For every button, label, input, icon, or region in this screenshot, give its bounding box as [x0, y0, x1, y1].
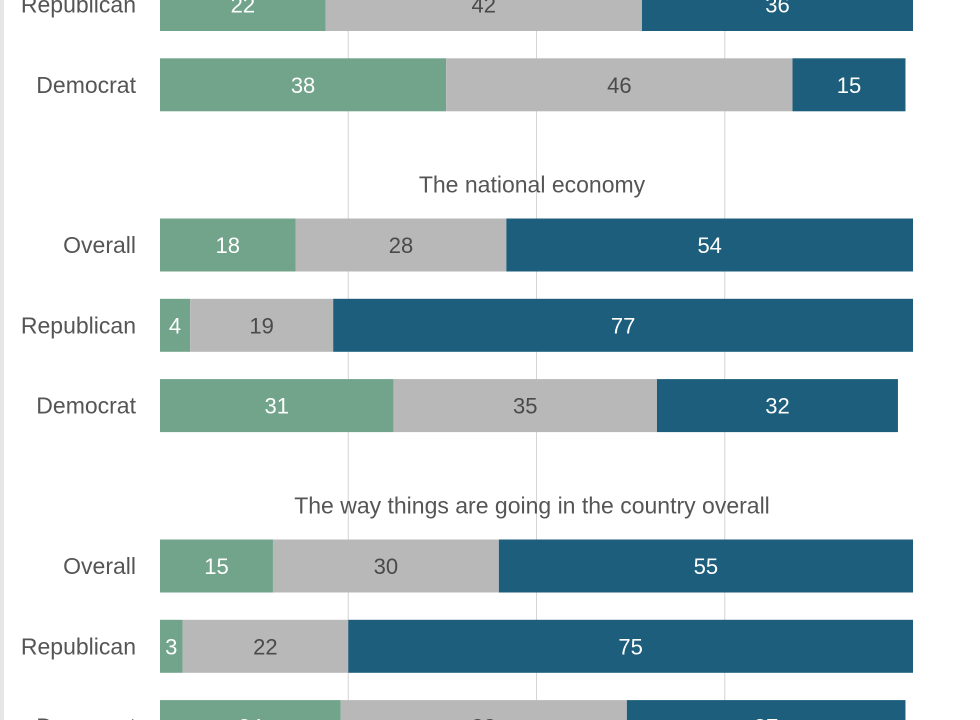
bar-segment-positive	[160, 58, 447, 112]
bar-segment-negative	[656, 379, 898, 433]
data-label-positive: 3	[165, 634, 177, 659]
bar-segment-negative	[348, 619, 913, 673]
stacked-bar-chart: Republican 22 42 36 Democrat 38 46 15 The nation…	[21, 0, 913, 720]
data-label-negative: 32	[765, 394, 789, 419]
data-label-negative: 37	[754, 715, 778, 720]
group-title-1: The national economy	[419, 172, 646, 198]
bar-segment-positive	[160, 539, 273, 593]
row-label: Democrat	[36, 72, 136, 98]
data-label-positive: 15	[204, 554, 228, 579]
data-label-negative: 77	[611, 313, 635, 338]
bar-segment-neutral	[182, 619, 349, 673]
bar-segment-negative	[626, 700, 906, 720]
data-label-neutral: 22	[253, 634, 277, 659]
row-label: Republican	[21, 633, 136, 659]
data-label-neutral: 35	[513, 394, 537, 419]
bar-segment-positive	[160, 619, 183, 673]
data-label-neutral: 38	[472, 715, 496, 720]
bar-segment-positive	[160, 379, 394, 433]
row-label: Overall	[63, 232, 136, 258]
data-label-negative: 54	[697, 233, 721, 258]
bar-segment-negative	[506, 218, 913, 272]
bar-segment-positive	[160, 700, 341, 720]
group-title-2: The way things are going in the country …	[294, 493, 770, 519]
row-label: Overall	[63, 553, 136, 579]
data-label-neutral: 19	[249, 313, 273, 338]
data-label-neutral: 28	[389, 233, 413, 258]
data-label-negative: 75	[618, 634, 642, 659]
bar-segment-neutral	[340, 700, 627, 720]
bar-segment-negative	[792, 58, 906, 112]
row-label: Democrat	[36, 393, 136, 419]
bar-segment-positive	[160, 0, 326, 31]
data-label-neutral: 30	[374, 554, 398, 579]
row-label: Republican	[21, 312, 136, 338]
bar-segment-positive	[160, 218, 296, 272]
data-label-positive: 31	[264, 394, 288, 419]
bar-segment-neutral	[190, 298, 334, 352]
row-label: Republican	[21, 0, 136, 18]
data-label-negative: 15	[837, 73, 861, 98]
data-label-positive: 22	[231, 0, 255, 18]
bar-segment-neutral	[295, 218, 507, 272]
data-label-positive: 38	[291, 73, 315, 98]
data-label-neutral: 46	[607, 73, 631, 98]
chart-frame: Republican 22 42 36 Democrat 38 46 15 The nation…	[4, 0, 980, 720]
bar-segment-negative	[333, 298, 913, 352]
bar-segment-negative	[641, 0, 913, 31]
bar-segment-neutral	[325, 0, 642, 31]
data-label-positive: 24	[238, 715, 262, 720]
bar-segment-negative	[498, 539, 913, 593]
data-label-negative: 36	[765, 0, 789, 18]
data-label-negative: 55	[694, 554, 718, 579]
bar-segment-positive	[160, 298, 191, 352]
row-label: Democrat	[36, 714, 136, 720]
data-label-neutral: 42	[472, 0, 496, 18]
bar-segment-neutral	[393, 379, 657, 433]
data-label-positive: 4	[169, 313, 181, 338]
bar-segment-neutral	[272, 539, 499, 593]
bar-segment-neutral	[446, 58, 793, 112]
data-label-positive: 18	[216, 233, 240, 258]
